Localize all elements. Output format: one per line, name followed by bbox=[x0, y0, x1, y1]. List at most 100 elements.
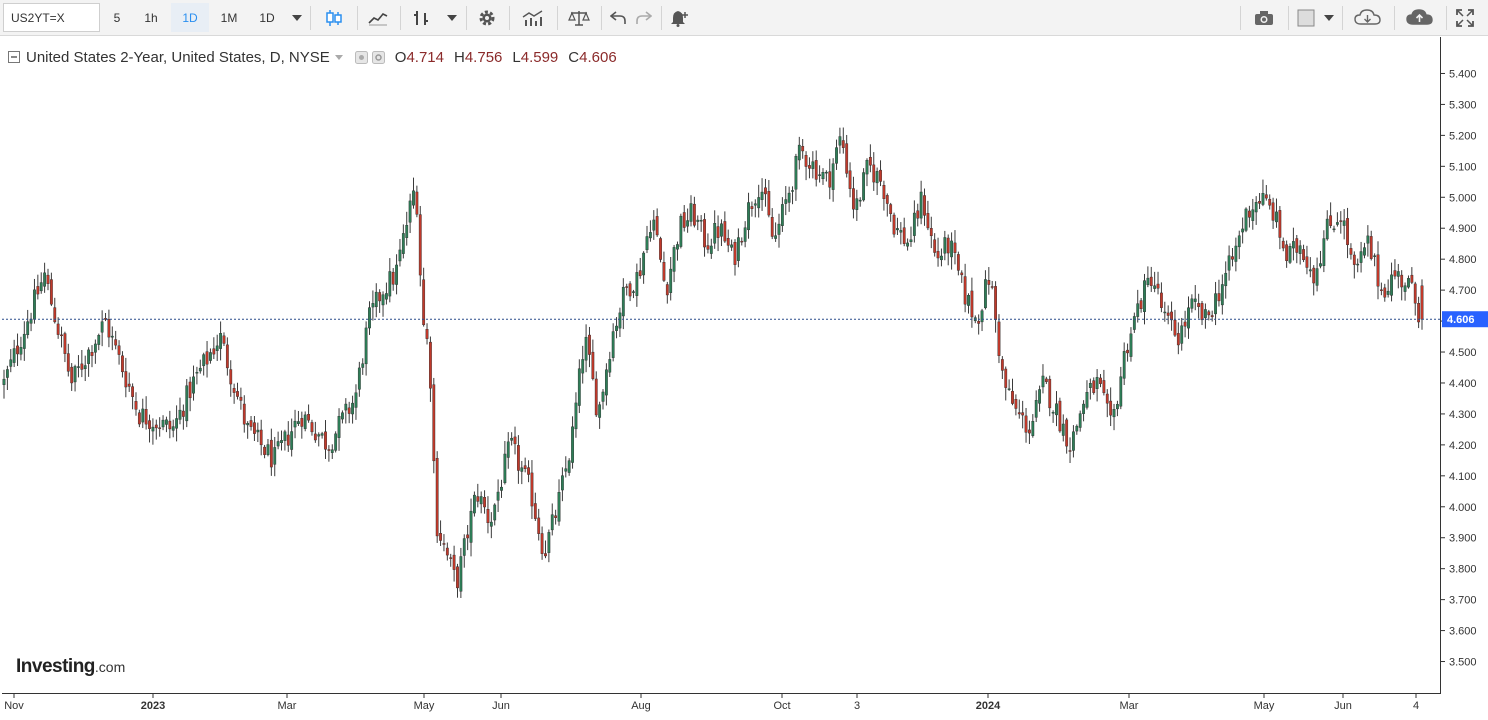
candle-body bbox=[517, 445, 520, 471]
settings-icon[interactable] bbox=[371, 50, 385, 64]
candle-body bbox=[1275, 211, 1278, 223]
chart-plot-area[interactable] bbox=[2, 37, 1440, 694]
line-chart-button[interactable] bbox=[360, 3, 396, 32]
candle-body bbox=[665, 284, 669, 296]
candle-body bbox=[327, 449, 331, 451]
time-tick-label: Jun bbox=[492, 700, 510, 712]
price-tick-label: 5.100 bbox=[1449, 161, 1477, 173]
symbol-search-input[interactable]: US2YT=X bbox=[3, 3, 100, 32]
candle-body bbox=[459, 556, 463, 592]
candle-body bbox=[1149, 276, 1153, 286]
bars-type-button[interactable] bbox=[403, 3, 439, 32]
candle-body bbox=[1352, 254, 1356, 265]
candle-body bbox=[1298, 245, 1302, 254]
candle-body bbox=[950, 240, 953, 258]
time-axis[interactable]: Nov 2023 Mar May Jun Aug Oct 3 2024 Mar May Jun 4 bbox=[2, 693, 1440, 715]
theme-button[interactable] bbox=[1292, 3, 1320, 32]
candle-body bbox=[814, 160, 818, 180]
candle-body bbox=[628, 283, 632, 297]
candle-body bbox=[1366, 235, 1370, 244]
candle-body bbox=[1204, 309, 1207, 318]
candle-body bbox=[1109, 400, 1113, 416]
alert-button[interactable] bbox=[664, 3, 696, 32]
fullscreen-button[interactable] bbox=[1450, 3, 1480, 32]
candle-body bbox=[259, 429, 263, 446]
interval-1d-button[interactable]: 1D bbox=[171, 3, 209, 32]
compare-button[interactable] bbox=[561, 3, 597, 32]
price-axis[interactable]: 5.400 5.300 5.200 5.100 5.000 4.900 4.800 4.700… bbox=[1440, 37, 1488, 694]
candle-body bbox=[469, 510, 473, 543]
candle-body bbox=[398, 249, 402, 262]
candle-body bbox=[1139, 300, 1143, 310]
chevron-down-icon[interactable] bbox=[334, 54, 343, 60]
candle-body bbox=[368, 307, 371, 329]
candle-body bbox=[1285, 244, 1289, 262]
theme-dropdown-button[interactable] bbox=[1320, 3, 1338, 32]
price-tick-label: 4.000 bbox=[1449, 502, 1477, 514]
close-value: 4.606 bbox=[579, 48, 617, 66]
candle-body bbox=[445, 547, 449, 556]
candle-body bbox=[168, 420, 172, 430]
candle-body bbox=[1200, 303, 1204, 321]
candle-body bbox=[1278, 210, 1282, 238]
candle-body bbox=[242, 403, 246, 425]
candle-body bbox=[956, 254, 960, 271]
candle-body bbox=[527, 467, 530, 475]
candle-body bbox=[1000, 359, 1004, 371]
undo-button[interactable] bbox=[605, 3, 631, 32]
chart-type-dropdown-button[interactable] bbox=[441, 3, 463, 32]
candle-body bbox=[1156, 283, 1160, 289]
candle-body bbox=[994, 286, 997, 320]
snapshot-button[interactable] bbox=[1244, 3, 1284, 32]
candle-body bbox=[764, 187, 767, 195]
candle-body bbox=[1038, 389, 1041, 404]
current-price-label: 4.606 bbox=[1447, 314, 1475, 326]
candle-body bbox=[148, 420, 151, 429]
candle-body bbox=[151, 426, 155, 432]
candle-body bbox=[1342, 220, 1346, 226]
candle-body bbox=[1004, 368, 1008, 388]
candle-body bbox=[855, 198, 859, 210]
candle-body bbox=[547, 532, 551, 553]
settings-button[interactable] bbox=[469, 3, 505, 32]
candle-body bbox=[1254, 202, 1258, 213]
candle-body bbox=[341, 412, 344, 420]
interval-dropdown-button[interactable] bbox=[287, 3, 307, 32]
candle-body bbox=[676, 244, 679, 250]
interval-1d-custom-button[interactable]: 1D bbox=[259, 10, 275, 25]
candle-body bbox=[621, 286, 625, 317]
eye-icon[interactable] bbox=[354, 50, 368, 64]
candles-button[interactable] bbox=[314, 3, 354, 32]
time-tick-label: 2024 bbox=[976, 700, 1001, 712]
cloud-save-icon bbox=[1406, 8, 1433, 25]
candle-body bbox=[720, 223, 723, 237]
candle-body bbox=[561, 475, 564, 491]
interval-1h-button[interactable]: 1h bbox=[144, 10, 158, 25]
candle-body bbox=[422, 279, 426, 326]
candle-body bbox=[1048, 378, 1052, 409]
candle-body bbox=[320, 433, 324, 436]
candle-body bbox=[618, 312, 622, 329]
interval-1m-button[interactable]: 1M bbox=[220, 10, 238, 25]
candle-body bbox=[574, 402, 578, 430]
candle-body bbox=[1044, 378, 1048, 382]
indicators-button[interactable] bbox=[513, 3, 553, 32]
candle-body bbox=[1017, 412, 1021, 415]
candle-body bbox=[1078, 413, 1082, 428]
interval-5-button[interactable]: 5 bbox=[113, 10, 121, 25]
cloud-load-button[interactable] bbox=[1346, 3, 1390, 32]
candle-body bbox=[1160, 292, 1163, 308]
redo-button[interactable] bbox=[631, 3, 657, 32]
candle-body bbox=[594, 378, 598, 416]
cloud-save-button[interactable] bbox=[1398, 3, 1442, 32]
candle-body bbox=[93, 343, 97, 353]
candle-body bbox=[1379, 289, 1383, 291]
candle-body bbox=[388, 271, 392, 297]
candlestick-chart[interactable] bbox=[2, 37, 1440, 694]
candle-body bbox=[158, 427, 162, 429]
collapse-legend-icon[interactable] bbox=[8, 51, 20, 63]
candle-body bbox=[202, 354, 206, 367]
candle-body bbox=[100, 321, 104, 333]
candle-body bbox=[290, 431, 294, 450]
candle-body bbox=[838, 136, 842, 146]
